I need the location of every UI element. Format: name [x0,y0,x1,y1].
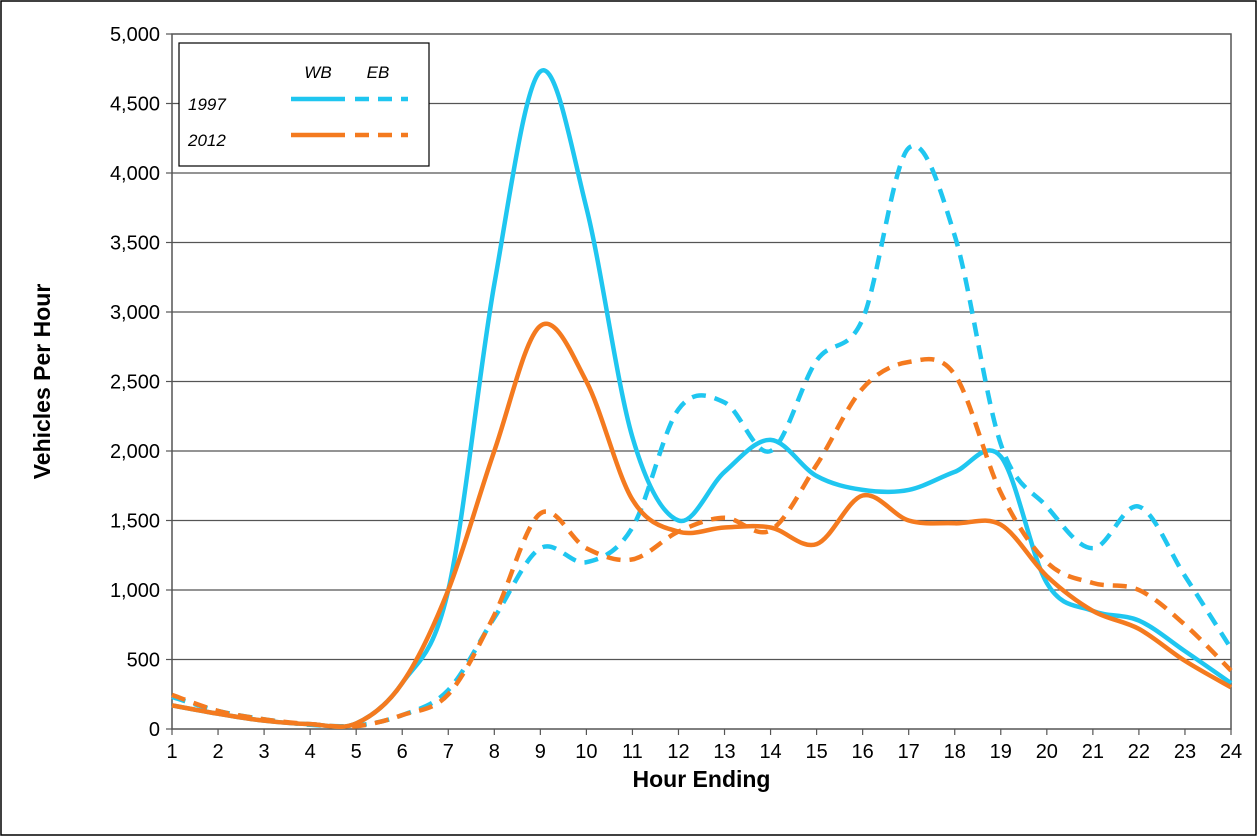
legend-header-wb: WB [304,63,331,82]
x-tick-label: 22 [1128,741,1150,763]
x-tick-label: 3 [259,741,270,763]
legend-box [178,42,430,167]
x-axis-ticks: 1 2 3 4 5 6 7 8 9 10 11 12 13 14 15 16 17 18 19 20 21 22 23 24 [166,729,1242,763]
x-tick-label: 6 [397,741,408,763]
series-line-2012-wb [171,321,1233,730]
x-tick-label: 2 [212,741,223,763]
y-axis-ticks: 0 500 1,000 1,500 2,000 2,500 3,000 3,500 4,000 4… [110,24,172,741]
y-tick-label: 3,500 [110,233,160,255]
y-tick-label: 2,000 [110,441,160,463]
y-tick-label: 500 [127,650,160,672]
x-tick-label: 8 [489,741,500,763]
y-axis-title: Vehicles Per Hour [29,284,55,480]
x-tick-label: 5 [351,741,362,763]
legend-header-eb: EB [367,63,390,82]
x-tick-label: 14 [759,741,781,763]
x-tick-label: 9 [535,741,546,763]
series-lines [171,68,1233,730]
x-tick-label: 17 [898,741,920,763]
x-tick-label: 7 [443,741,454,763]
legend: WB EB 1997 2012 [178,42,430,167]
x-tick-label: 13 [713,741,735,763]
legend-row-2012: 2012 [187,131,226,150]
y-tick-label: 3,000 [110,302,160,324]
legend-swatches [291,96,408,138]
x-tick-label: 20 [1036,741,1058,763]
y-tick-label: 2,500 [110,372,160,394]
x-tick-label: 1 [166,741,177,763]
x-tick-label: 19 [990,741,1012,763]
x-tick-label: 12 [667,741,689,763]
x-tick-label: 18 [944,741,966,763]
x-tick-label: 16 [852,741,874,763]
x-axis-title: Hour Ending [633,766,771,792]
y-tick-label: 0 [149,719,160,741]
x-tick-label: 10 [575,741,597,763]
series-line-2012-eb [171,356,1233,729]
y-tick-label: 1,000 [110,580,160,602]
x-tick-label: 21 [1082,741,1104,763]
x-tick-label: 4 [305,741,316,763]
x-tick-label: 24 [1220,741,1242,763]
y-tick-label: 1,500 [110,511,160,533]
y-tick-label: 5,000 [110,24,160,46]
x-tick-label: 15 [805,741,827,763]
legend-row-1997: 1997 [188,95,226,114]
x-tick-label: 23 [1174,741,1196,763]
y-tick-label: 4,000 [110,163,160,185]
x-tick-label: 11 [622,741,643,763]
y-tick-label: 4,500 [110,94,160,116]
